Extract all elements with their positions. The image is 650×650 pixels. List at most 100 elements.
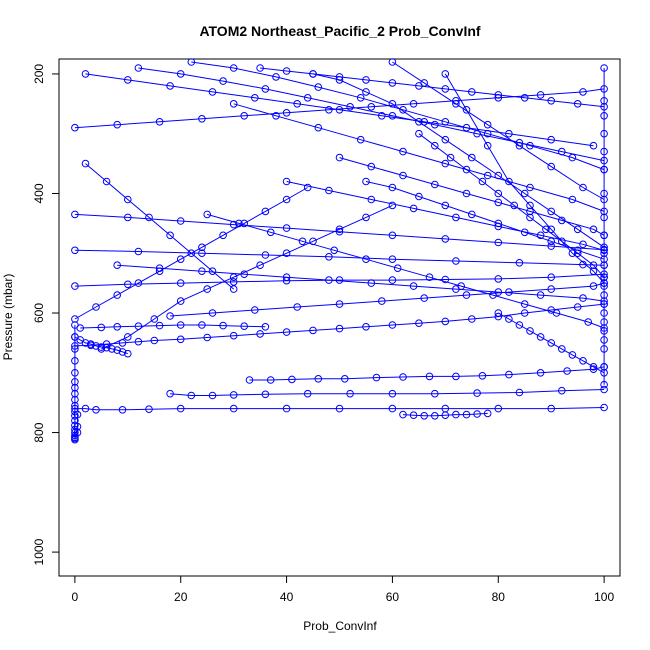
data-point-31-4 <box>87 340 95 348</box>
data-point-24-3 <box>150 315 159 323</box>
data-point-16-4 <box>356 135 365 144</box>
data-point-7-11 <box>282 328 291 336</box>
data-layer <box>71 58 608 444</box>
data-point-8-3 <box>113 323 121 331</box>
data-point-23-11 <box>589 282 598 290</box>
data-point-14-6 <box>346 103 354 111</box>
y-tick-label: 400 <box>32 183 46 203</box>
data-point-7-8 <box>203 333 211 342</box>
data-point-21-5 <box>330 246 339 255</box>
series-line-16 <box>233 103 605 212</box>
data-point-32-11 <box>600 369 608 377</box>
data-point-29-4 <box>335 73 344 81</box>
data-point-16-5 <box>399 147 407 156</box>
data-point-15-2 <box>229 64 238 72</box>
data-point-28-7 <box>510 201 519 210</box>
data-point-15-11 <box>600 165 608 174</box>
data-point-10-5 <box>325 252 333 261</box>
data-point-17-4 <box>409 204 418 213</box>
data-point-12-6 <box>282 109 291 117</box>
data-point-30-2 <box>102 177 111 186</box>
data-point-3-10 <box>388 404 397 413</box>
data-point-3-7 <box>229 404 238 413</box>
data-point-22-11 <box>536 291 545 299</box>
series-line-24 <box>101 204 393 350</box>
data-point-12-5 <box>240 112 248 120</box>
data-point-27-8 <box>547 237 556 246</box>
data-point-25-10 <box>547 207 556 216</box>
data-point-24-8 <box>282 249 291 257</box>
data-point-18-6 <box>494 198 503 207</box>
data-point-31-7 <box>102 343 111 352</box>
data-point-32-9 <box>579 357 587 365</box>
data-point-14-7 <box>388 112 397 120</box>
data-point-28-11 <box>573 249 582 257</box>
data-point-32-1 <box>494 309 503 317</box>
plot-frame <box>58 58 621 577</box>
series-line-3 <box>74 407 605 411</box>
data-point-12-2 <box>113 120 121 129</box>
data-point-1-6 <box>71 378 79 386</box>
data-point-29-1 <box>256 64 264 72</box>
data-point-30-8 <box>229 285 238 293</box>
data-point-11-8 <box>441 235 450 243</box>
data-point-4-12 <box>558 386 566 395</box>
data-point-17-3 <box>367 195 376 204</box>
data-point-20-8 <box>589 267 598 276</box>
data-point-29-5 <box>362 76 370 84</box>
data-point-19-5 <box>515 141 524 150</box>
data-point-8-7 <box>198 321 206 329</box>
y-tick-label: 800 <box>32 422 46 442</box>
data-point-7-18 <box>468 315 476 323</box>
data-point-12-3 <box>155 118 164 126</box>
data-point-10-7 <box>452 257 460 265</box>
x-tick-label: 0 <box>72 590 79 604</box>
data-point-29-12 <box>547 97 556 105</box>
data-point-9-7 <box>388 276 397 284</box>
data-point-21-12 <box>552 309 561 317</box>
data-point-14-1 <box>134 64 143 72</box>
data-point-26-4 <box>134 279 143 287</box>
data-point-9-6 <box>335 276 344 284</box>
data-point-26-5 <box>155 267 164 276</box>
data-point-4-2 <box>187 391 196 400</box>
data-point-2-1 <box>600 64 608 72</box>
data-point-1-21 <box>73 422 82 431</box>
data-point-25-9 <box>520 189 529 198</box>
data-point-27-4 <box>441 201 450 210</box>
data-point-14-2 <box>176 70 185 78</box>
data-point-31-5 <box>92 342 100 350</box>
data-point-15-6 <box>399 106 407 114</box>
data-point-11-2 <box>124 213 132 222</box>
data-point-24-2 <box>124 333 132 341</box>
series-line-29 <box>260 67 605 108</box>
data-point-17-5 <box>452 213 460 222</box>
data-point-5-7 <box>399 373 407 381</box>
data-point-18-3 <box>399 171 407 180</box>
data-point-32-10 <box>589 363 598 371</box>
data-point-4-9 <box>431 389 439 398</box>
data-point-13-6 <box>293 100 302 108</box>
data-point-27-1 <box>362 177 370 186</box>
data-point-15-7 <box>441 118 450 126</box>
data-point-3-14 <box>600 403 608 412</box>
data-point-23-4 <box>293 303 302 311</box>
data-point-7-16 <box>415 319 423 328</box>
data-point-10-10 <box>600 261 608 270</box>
data-point-16-9 <box>568 195 577 204</box>
data-point-2-17 <box>600 318 608 326</box>
data-point-5-9 <box>452 372 460 381</box>
data-point-13-12 <box>547 135 556 144</box>
data-point-8-5 <box>155 321 164 330</box>
data-point-27-5 <box>468 210 476 219</box>
data-point-3-4 <box>118 406 127 414</box>
data-point-4-5 <box>261 390 270 399</box>
data-point-20-2 <box>462 106 471 114</box>
series-line-21 <box>207 213 605 329</box>
data-point-29-8 <box>441 85 450 93</box>
data-point-25-7 <box>468 153 476 162</box>
series-line-5 <box>249 366 605 381</box>
data-point-2-8 <box>600 213 608 222</box>
y-tick-label: 200 <box>32 64 46 84</box>
data-point-14-8 <box>431 120 439 129</box>
